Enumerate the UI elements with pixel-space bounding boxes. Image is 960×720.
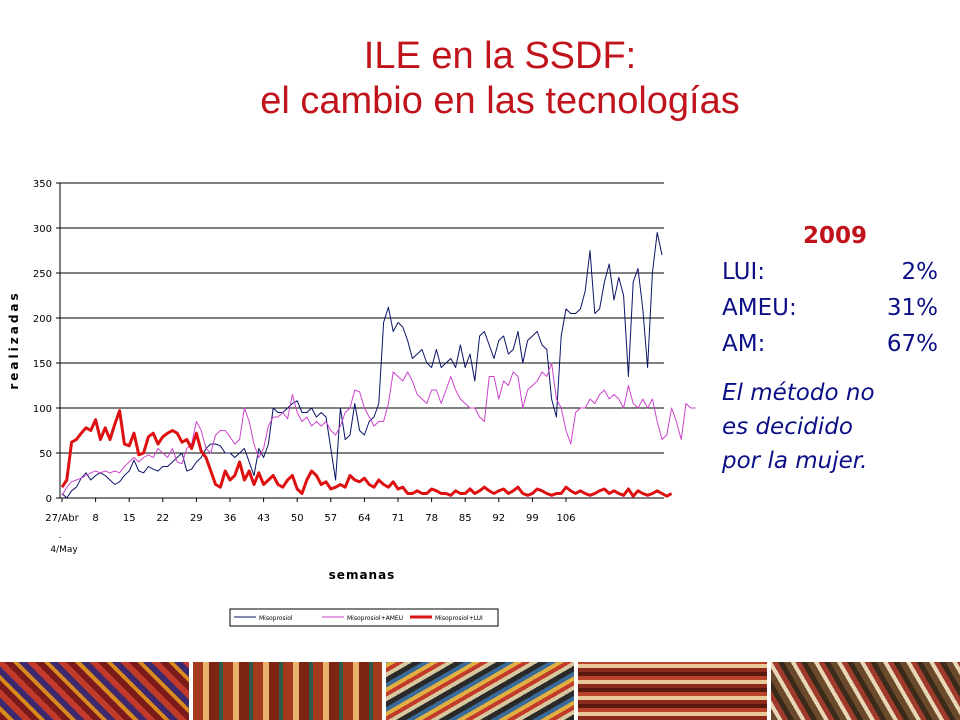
- y-tick-label: 350: [33, 179, 52, 190]
- x-tick-label: 43: [257, 513, 270, 524]
- x-tick-sublabel: 4/May: [50, 545, 78, 555]
- series-line-2: [61, 362, 696, 496]
- stats-note-line: es decidido: [722, 414, 853, 440]
- y-tick-labels: 0 50 100 150 200 250 300 350: [33, 179, 52, 505]
- x-tick-labels: 27/Abr 8 15 22 29 36 43 50 57 64 71 78 85 92 99 106 4/Ma…: [45, 513, 575, 555]
- y-tick-label: 150: [33, 359, 52, 370]
- stats-value-am: 67%: [886, 331, 938, 357]
- y-tick-label: 0: [46, 494, 52, 505]
- x-tick-label: 92: [492, 513, 505, 524]
- textile-image: [578, 662, 768, 720]
- x-tick-label: 78: [425, 513, 438, 524]
- x-tick-label: 8: [92, 513, 98, 524]
- stats-label-ameu: AMEU:: [722, 295, 797, 321]
- textile-image: [192, 662, 382, 720]
- x-tick-label: 99: [526, 513, 539, 524]
- x-tick-label: 57: [324, 513, 337, 524]
- x-tick-label: 85: [459, 513, 472, 524]
- stats-note: El método no es decidido por la mujer.: [722, 376, 942, 478]
- y-tick-label: 100: [33, 404, 52, 415]
- line-chart: 0 50 100 150 200 250 300 350 27/Abr 8 15 22 29 36 43 5…: [7, 179, 696, 627]
- stats-note-line: El método no: [722, 380, 875, 406]
- y-tick-label: 50: [39, 449, 52, 460]
- chart-axes: [56, 182, 664, 502]
- y-tick-label: 250: [33, 269, 52, 280]
- stats-row-am: AM: 67%: [722, 326, 942, 362]
- stats-value-ameu: 31%: [886, 295, 938, 321]
- x-tick-dot: .: [59, 531, 62, 541]
- x-tick-label: 36: [224, 513, 237, 524]
- x-tick-label: 27/Abr: [45, 513, 79, 524]
- textile-image: [771, 662, 960, 720]
- stats-label-am: AM:: [722, 331, 766, 357]
- textile-image: [385, 662, 575, 720]
- stats-label-lui: LUI:: [722, 259, 766, 285]
- x-tick-label: 15: [123, 513, 136, 524]
- x-tick-label: 22: [156, 513, 169, 524]
- stats-row-lui: LUI: 2%: [722, 254, 942, 290]
- stats-value-lui: 2%: [901, 259, 939, 285]
- slide-title-line1: ILE en la SSDF:: [363, 35, 637, 77]
- chart-gridlines: [60, 182, 664, 454]
- slide-title-line2: el cambio en las tecnologías: [260, 80, 740, 122]
- chart-series: [60, 232, 696, 499]
- stats-year: 2009: [802, 223, 867, 249]
- legend-label: Misoprosiol: [259, 615, 293, 622]
- y-tick-label: 300: [33, 224, 52, 235]
- y-axis-label: realizadas: [7, 290, 21, 389]
- x-tick-label: 71: [392, 513, 405, 524]
- stats-row-ameu: AMEU: 31%: [722, 290, 942, 326]
- x-tick-label: 64: [358, 513, 371, 524]
- series-line-3: [60, 409, 673, 498]
- x-tick-label: 29: [190, 513, 203, 524]
- x-tick-label: 50: [291, 513, 304, 524]
- y-tick-label: 200: [33, 314, 52, 325]
- slide-title: ILE en la SSDF: el cambio en las tecnolo…: [0, 34, 960, 124]
- legend-label: Misoprosiol+LUI: [435, 615, 483, 622]
- textile-image: [0, 662, 189, 720]
- stats-note-line: por la mujer.: [722, 448, 868, 474]
- textile-image-strip: [0, 662, 960, 720]
- stats-panel: 2009 LUI: 2% AMEU: 31% AM: 67% El método…: [722, 218, 942, 478]
- x-axis-label: semanas: [329, 568, 396, 582]
- series-line-1: [61, 232, 663, 499]
- chart-legend: Misoprosiol Misoprosiol+AMEU Misoprosiol+L…: [229, 608, 499, 627]
- x-tick-label: 106: [556, 513, 575, 524]
- legend-label: Misoprosiol+AMEU: [347, 615, 403, 622]
- legend-box: [229, 608, 499, 627]
